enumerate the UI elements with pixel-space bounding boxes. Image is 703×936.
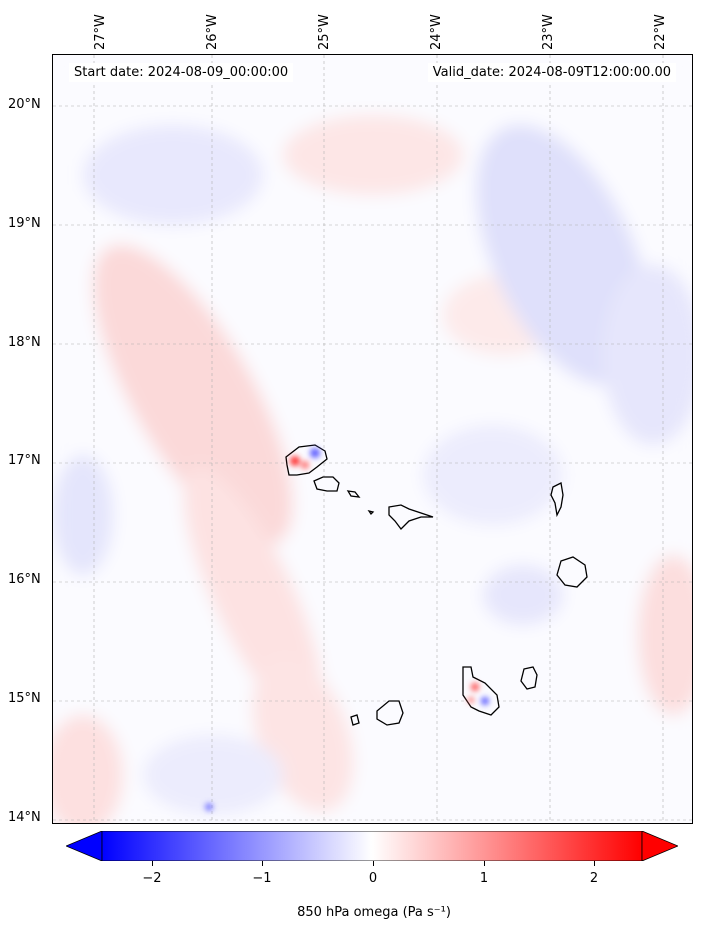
lat-label-19n: 19°N	[8, 216, 41, 231]
lat-label-20n: 20°N	[8, 97, 41, 112]
island-santa-luzia	[346, 490, 361, 498]
lat-label-15n: 15°N	[8, 691, 41, 706]
map-panel	[52, 54, 693, 824]
island-sao-nicolau	[388, 504, 434, 530]
lat-label-18n: 18°N	[8, 335, 41, 350]
colorbar-tick	[484, 861, 485, 866]
colorbar-label: 850 hPa omega (Pa s⁻¹)	[297, 905, 451, 920]
island-maio	[520, 666, 538, 690]
island-branco	[367, 509, 375, 516]
colorbar-tick-label: 0	[368, 871, 378, 886]
colorbar-tick	[262, 861, 263, 866]
colorbar-gradient	[64, 830, 680, 862]
island-omega-features	[205, 448, 489, 811]
lat-label-17n: 17°N	[8, 453, 41, 468]
lon-label-23w: 23°W	[541, 14, 556, 50]
colorbar	[64, 830, 680, 862]
colorbar-tick-label: −1	[252, 871, 272, 886]
lon-label-27w: 27°W	[93, 14, 108, 50]
lat-label-16n: 16°N	[8, 572, 41, 587]
start-date-label: Start date: 2024-08-09_00:00:00	[69, 63, 294, 82]
colorbar-tick-label: 1	[479, 871, 489, 886]
lon-label-24w: 24°W	[429, 14, 444, 50]
colorbar-tick-label: 2	[589, 871, 599, 886]
colorbar-tick	[152, 861, 153, 866]
lon-label-22w: 22°W	[653, 14, 668, 50]
omega-field	[53, 55, 692, 823]
omega-field-map	[53, 55, 692, 823]
island-fogo	[376, 700, 404, 726]
island-santiago	[462, 666, 500, 716]
lon-label-25w: 25°W	[317, 14, 332, 50]
island-brava	[350, 714, 360, 726]
island-sal	[550, 482, 564, 518]
colorbar-tick-label: −2	[142, 871, 162, 886]
lon-label-26w: 26°W	[205, 14, 220, 50]
colorbar-tick	[373, 861, 374, 866]
lat-label-14n: 14°N	[8, 810, 41, 825]
valid-date-label: Valid_date: 2024-08-09T12:00:00.00	[427, 63, 676, 82]
colorbar-tick	[594, 861, 595, 866]
island-boa-vista	[556, 556, 588, 588]
gridlines	[53, 55, 692, 823]
island-sao-vicente	[313, 476, 340, 492]
